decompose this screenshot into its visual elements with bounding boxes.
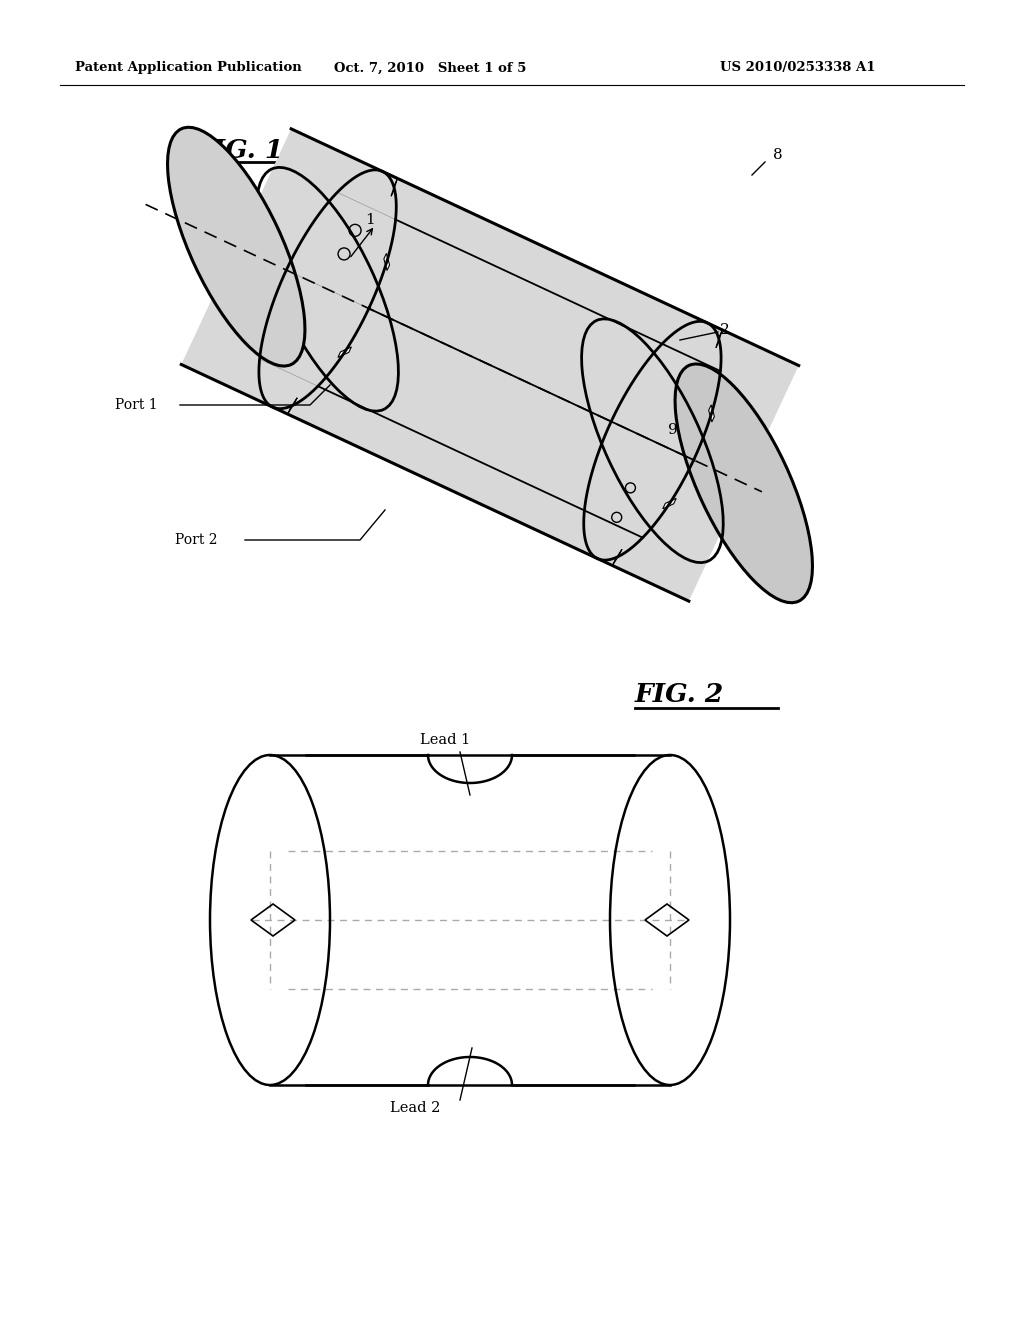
Text: Lead 1: Lead 1 — [420, 733, 470, 747]
Polygon shape — [338, 347, 351, 358]
Polygon shape — [270, 755, 670, 1085]
Text: US 2010/0253338 A1: US 2010/0253338 A1 — [720, 62, 876, 74]
Text: FIG. 1: FIG. 1 — [195, 137, 285, 162]
Ellipse shape — [168, 127, 305, 366]
Text: Patent Application Publication: Patent Application Publication — [75, 62, 302, 74]
Ellipse shape — [168, 127, 305, 366]
Ellipse shape — [210, 755, 330, 1085]
Polygon shape — [384, 253, 389, 271]
Polygon shape — [663, 499, 676, 508]
Ellipse shape — [675, 364, 812, 603]
Polygon shape — [391, 180, 397, 197]
Ellipse shape — [610, 755, 730, 1085]
Polygon shape — [288, 397, 297, 413]
Text: 8: 8 — [773, 148, 782, 162]
Text: Port 2: Port 2 — [175, 533, 217, 546]
Polygon shape — [716, 331, 722, 347]
Text: Oct. 7, 2010   Sheet 1 of 5: Oct. 7, 2010 Sheet 1 of 5 — [334, 62, 526, 74]
Polygon shape — [709, 405, 715, 422]
Polygon shape — [613, 549, 622, 565]
Text: 1: 1 — [366, 213, 375, 227]
Text: Port 1: Port 1 — [115, 399, 158, 412]
Polygon shape — [181, 129, 799, 601]
Text: 2: 2 — [720, 323, 730, 337]
Text: 9: 9 — [668, 422, 678, 437]
Text: Lead 2: Lead 2 — [390, 1101, 440, 1115]
Text: FIG. 2: FIG. 2 — [635, 682, 724, 708]
